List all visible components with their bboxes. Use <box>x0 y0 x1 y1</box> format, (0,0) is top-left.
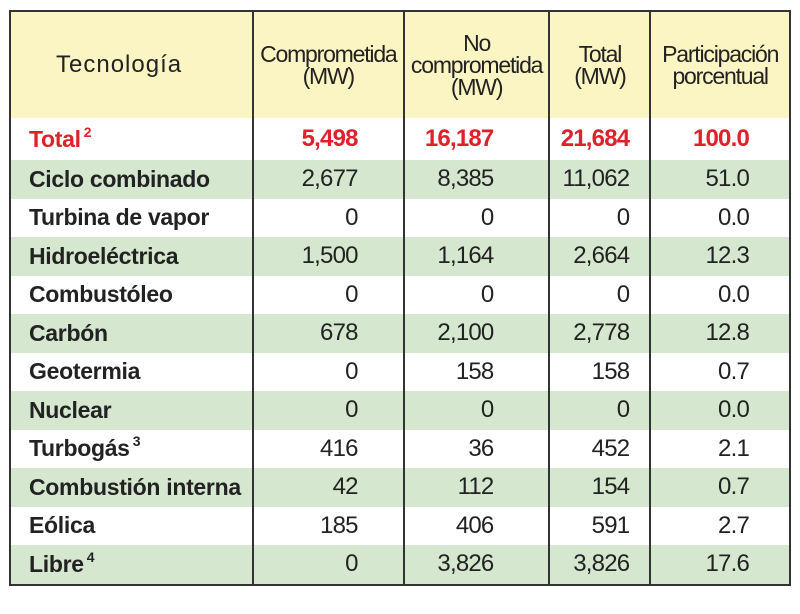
cell-no-comprometida: 1,164 <box>402 237 551 276</box>
row-name: Ciclo combinado <box>9 160 254 199</box>
cell-total: 154 <box>548 468 652 507</box>
cell-pct: 0.0 <box>649 198 791 237</box>
cell-total: 0 <box>548 391 652 430</box>
header-row: Tecnología Comprometida (MW) No comprometi… <box>9 11 791 118</box>
cell-comprometida: 0 <box>251 275 405 314</box>
cell-no-comprometida: 8,385 <box>402 160 551 199</box>
total-row: Total 2 5,498 16,187 21,684 100.0 <box>9 118 791 160</box>
footnote-ref: 4 <box>86 548 95 565</box>
footnote-ref: 3 <box>132 433 141 450</box>
cell-no-comprometida: 16,187 <box>402 118 551 160</box>
cell-comprometida: 5,498 <box>251 118 405 160</box>
cell-comprometida: 0 <box>251 198 405 237</box>
cell-no-comprometida: 0 <box>402 391 551 430</box>
row-name: Total 2 <box>9 118 254 160</box>
row-name: Combustión interna <box>9 468 254 507</box>
header-tecnologia: Tecnología <box>9 11 254 118</box>
table-row: Libre 4 0 3,826 3,826 17.6 <box>9 545 791 585</box>
cell-total: 0 <box>548 198 652 237</box>
row-name: Carbón <box>9 314 254 353</box>
cell-total: 3,826 <box>548 545 652 585</box>
table-row: Combustóleo 0 0 0 0.0 <box>9 275 791 314</box>
header-total: Total (MW) <box>548 11 652 118</box>
row-name: Nuclear <box>9 391 254 430</box>
cell-comprometida: 678 <box>251 314 405 353</box>
cell-pct: 0.0 <box>649 275 791 314</box>
table-row: Combustión interna 42 112 154 0.7 <box>9 468 791 507</box>
cell-no-comprometida: 158 <box>402 352 551 391</box>
row-name: Turbogás 3 <box>9 429 254 468</box>
cell-total: 11,062 <box>548 160 652 199</box>
table-row: Turbina de vapor 0 0 0 0.0 <box>9 198 791 237</box>
table-row: Hidroeléctrica 1,500 1,164 2,664 12.3 <box>9 237 791 276</box>
table-row: Eólica 185 406 591 2.7 <box>9 506 791 545</box>
table-row: Ciclo combinado 2,677 8,385 11,062 51.0 <box>9 160 791 199</box>
capacity-table: Tecnología Comprometida (MW) No comprometi… <box>9 10 791 586</box>
header-participacion: Participación porcentual <box>649 11 791 118</box>
cell-pct: 0.7 <box>649 352 791 391</box>
cell-no-comprometida: 406 <box>402 506 551 545</box>
row-name: Libre 4 <box>9 545 254 585</box>
cell-comprometida: 0 <box>251 391 405 430</box>
row-name: Geotermia <box>9 352 254 391</box>
cell-pct: 2.1 <box>649 429 791 468</box>
footnote-ref: 2 <box>83 123 92 140</box>
cell-total: 2,778 <box>548 314 652 353</box>
cell-total: 0 <box>548 275 652 314</box>
cell-no-comprometida: 0 <box>402 198 551 237</box>
cell-total: 452 <box>548 429 652 468</box>
cell-total: 158 <box>548 352 652 391</box>
cell-total: 21,684 <box>548 118 652 160</box>
table-row: Turbogás 3 416 36 452 2.1 <box>9 429 791 468</box>
row-name: Turbina de vapor <box>9 198 254 237</box>
cell-no-comprometida: 112 <box>402 468 551 507</box>
cell-pct: 17.6 <box>649 545 791 585</box>
cell-pct: 0.0 <box>649 391 791 430</box>
cell-no-comprometida: 0 <box>402 275 551 314</box>
cell-pct: 0.7 <box>649 468 791 507</box>
cell-comprometida: 42 <box>251 468 405 507</box>
table-row: Carbón 678 2,100 2,778 12.8 <box>9 314 791 353</box>
row-name: Eólica <box>9 506 254 545</box>
table-row: Geotermia 0 158 158 0.7 <box>9 352 791 391</box>
header-comprometida: Comprometida (MW) <box>251 11 405 118</box>
cell-total: 591 <box>548 506 652 545</box>
cell-no-comprometida: 2,100 <box>402 314 551 353</box>
header-no-comprometida: No comprometida (MW) <box>402 11 551 118</box>
cell-comprometida: 2,677 <box>251 160 405 199</box>
table-row: Nuclear 0 0 0 0.0 <box>9 391 791 430</box>
cell-no-comprometida: 3,826 <box>402 545 551 585</box>
cell-total: 2,664 <box>548 237 652 276</box>
cell-comprometida: 1,500 <box>251 237 405 276</box>
cell-no-comprometida: 36 <box>402 429 551 468</box>
cell-comprometida: 416 <box>251 429 405 468</box>
row-name: Hidroeléctrica <box>9 237 254 276</box>
row-name: Combustóleo <box>9 275 254 314</box>
cell-comprometida: 0 <box>251 352 405 391</box>
cell-pct: 12.3 <box>649 237 791 276</box>
cell-pct: 100.0 <box>649 118 791 160</box>
cell-pct: 51.0 <box>649 160 791 199</box>
cell-comprometida: 185 <box>251 506 405 545</box>
cell-comprometida: 0 <box>251 545 405 585</box>
cell-pct: 2.7 <box>649 506 791 545</box>
cell-pct: 12.8 <box>649 314 791 353</box>
